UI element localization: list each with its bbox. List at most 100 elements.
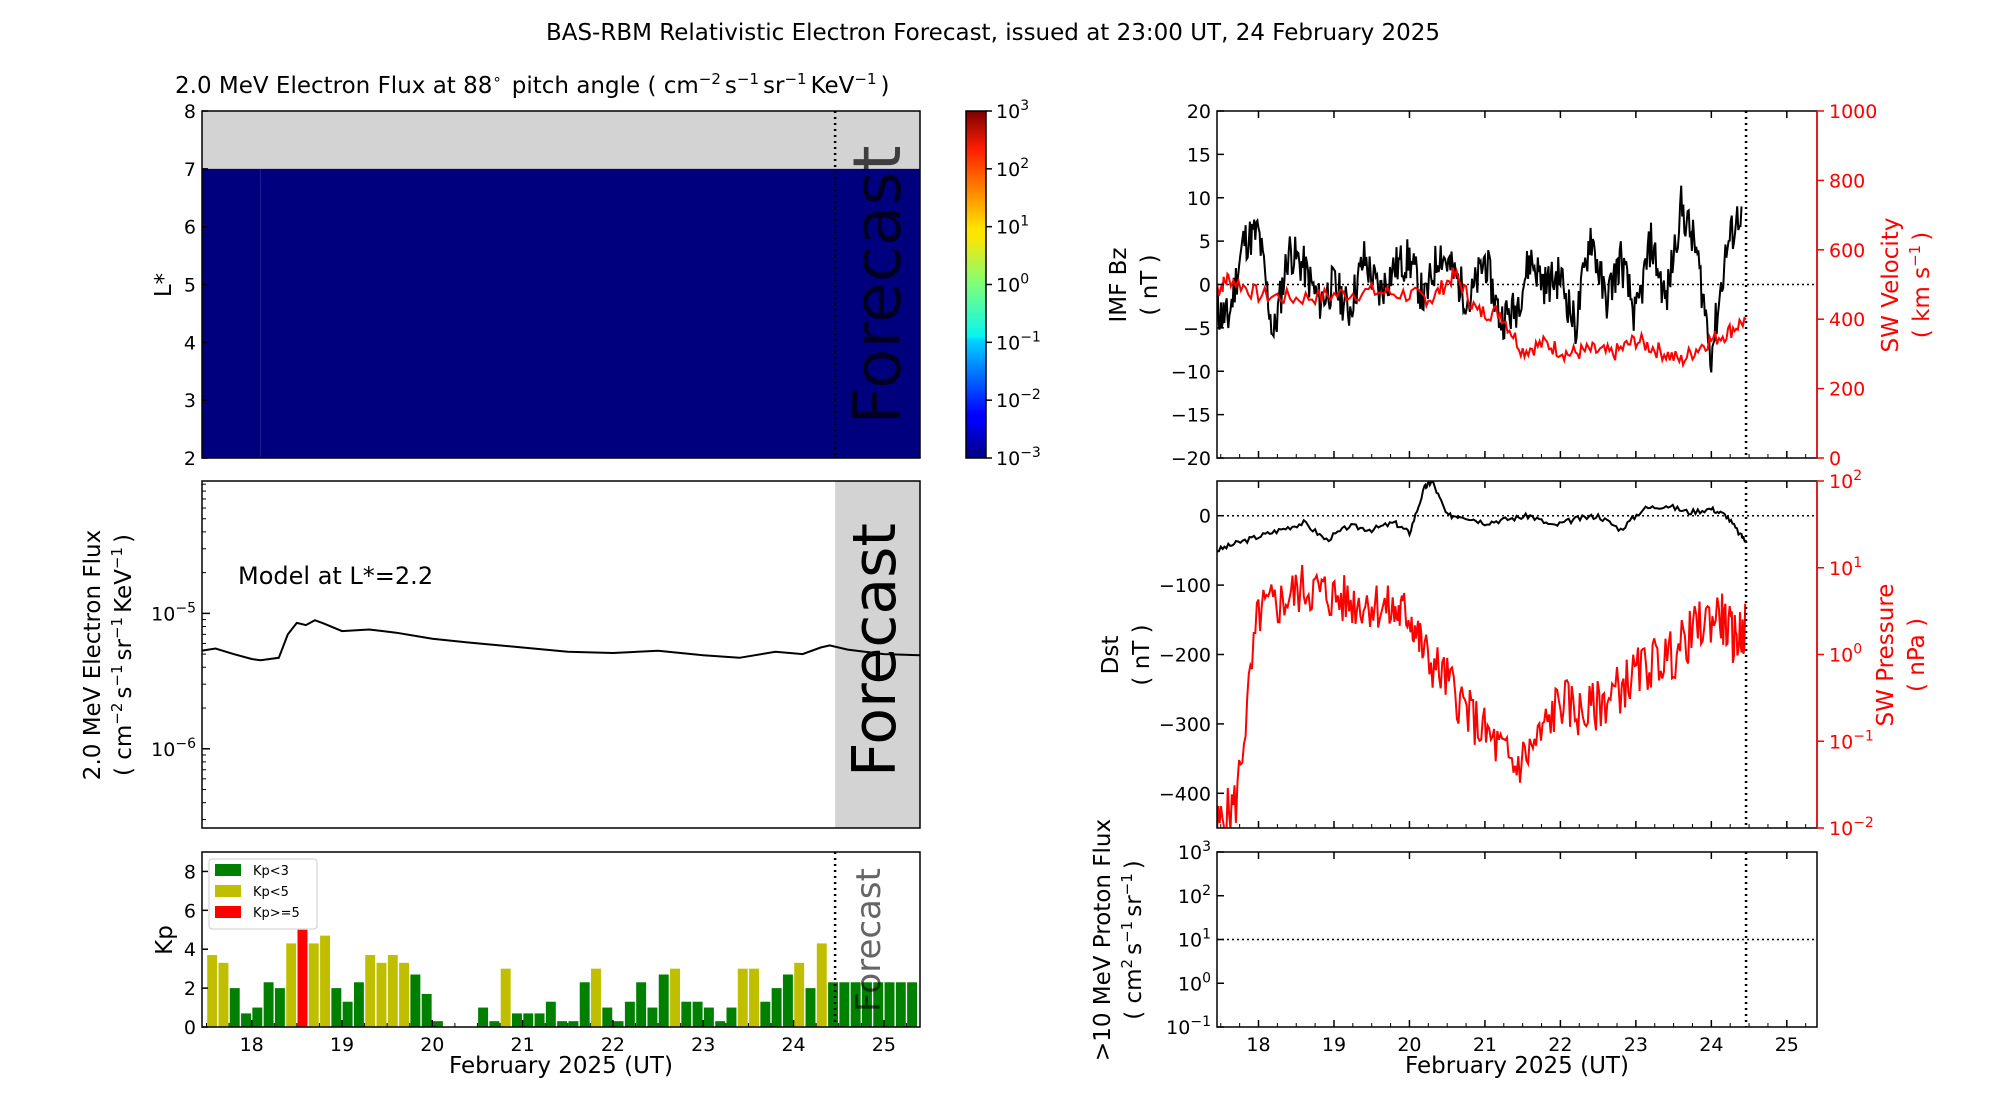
kp-frame — [201, 851, 921, 1028]
kp-bar — [568, 1021, 579, 1027]
flux-map-panel: 2.0 MeV Electron Flux at 88∘ pitch angle … — [151, 70, 1041, 470]
flux-map-forecast-label: Forecast — [839, 145, 916, 424]
x-tick-label: 22 — [601, 1034, 625, 1056]
kp-bar — [613, 1021, 624, 1027]
kp-bars — [207, 929, 918, 1027]
swv-ylabel-units: ( km s−1) — [1906, 232, 1935, 338]
eflux-frame — [201, 480, 921, 829]
swv-ytick-label: 400 — [1829, 309, 1865, 331]
kp-bar — [579, 982, 590, 1027]
kp-bar — [399, 962, 410, 1027]
kp-bar — [432, 1021, 443, 1027]
kp-bar — [512, 1013, 522, 1027]
kp-bar — [647, 1007, 658, 1027]
x-tick-label: 19 — [1322, 1034, 1346, 1056]
kp-bar — [421, 993, 432, 1027]
imf-ytick-label: −15 — [1171, 405, 1211, 427]
kp-bar — [703, 1007, 714, 1027]
x-tick-label: 18 — [240, 1034, 264, 1056]
dst-ylabel-units: ( nT ) — [1129, 624, 1155, 685]
sw-pressure-line — [1217, 564, 1747, 828]
x-tick-label: 21 — [511, 1034, 535, 1056]
x-tick-label: 24 — [1699, 1034, 1723, 1056]
dst-ytick-label: −300 — [1159, 714, 1211, 736]
kp-bar — [873, 982, 884, 1027]
proton-xlabel: February 2025 (UT) — [1405, 1053, 1629, 1079]
colorbar-tick-label: 102 — [996, 156, 1029, 181]
kp-bar — [884, 982, 895, 1027]
kp-bar — [681, 1001, 692, 1027]
figure-title: BAS-RBM Relativistic Electron Forecast, … — [546, 20, 1440, 46]
kp-bar — [387, 955, 398, 1027]
kp-x-axis: 18 19 20 21 22 23 24 25 — [206, 1020, 907, 1056]
psw-ytick-label: 10−1 — [1829, 728, 1874, 753]
kp-bar — [365, 955, 376, 1027]
dst-ytick-label: 0 — [1199, 506, 1211, 528]
kp-xlabel: February 2025 (UT) — [449, 1053, 673, 1079]
imf-bz-line — [1217, 185, 1743, 373]
kp-bar — [286, 943, 297, 1027]
eflux-ytick-label: 10−6 — [151, 736, 196, 761]
kp-bar — [545, 1001, 556, 1027]
kp-bar — [715, 1021, 726, 1027]
imf-ytick-label: 10 — [1187, 188, 1211, 210]
kp-bar — [636, 982, 647, 1027]
kp-bar — [376, 962, 387, 1027]
flux-map-ylabel: L* — [151, 273, 177, 297]
kp-ytick-label: 4 — [184, 939, 196, 961]
kp-legend-swatch-high — [215, 906, 241, 918]
kp-bar — [895, 982, 906, 1027]
kp-bar — [263, 982, 274, 1027]
kp-bar — [794, 962, 805, 1027]
proton-ylabel: >10 MeV Proton Flux — [1090, 819, 1116, 1061]
flux-map-y-axis: 2 3 4 5 6 7 8 — [184, 101, 208, 470]
kp-bar — [308, 943, 319, 1027]
flux-map-ytick-label: 4 — [184, 332, 196, 354]
imf-x-ticks — [1220, 111, 1807, 458]
flux-after-event — [260, 168, 920, 458]
x-tick-label: 22 — [1548, 1034, 1572, 1056]
swv-ytick-label: 1000 — [1829, 101, 1877, 123]
x-tick-label: 23 — [1624, 1034, 1648, 1056]
imf-ylabel-units: ( nT ) — [1137, 254, 1163, 315]
kp-legend-swatch-low — [215, 864, 241, 876]
flux-before-event — [202, 168, 261, 458]
x-tick-label: 24 — [781, 1034, 805, 1056]
kp-ytick-label: 0 — [184, 1017, 196, 1039]
kp-bar — [252, 1007, 263, 1027]
kp-bar — [624, 1001, 635, 1027]
colorbar-ticks: 10−3 10−2 10−1 100 101 102 103 — [986, 98, 1041, 470]
flux-map-ytick-label: 3 — [184, 390, 196, 412]
x-tick-label: 21 — [1473, 1034, 1497, 1056]
kp-ytick-label: 2 — [184, 978, 196, 1000]
proton-ylabel-units: ( cm2s−1sr−1) — [1118, 860, 1147, 1020]
proton-panel: 10−1 100 101 102 103 18 19 20 21 22 23 24 25 >10 Me… — [1090, 819, 1818, 1079]
imf-ytick-label: 20 — [1187, 101, 1211, 123]
kp-legend-mid: Kp<5 — [253, 885, 289, 900]
eflux-annotation: Model at L*=2.2 — [238, 562, 433, 590]
kp-forecast-label: Forecast — [849, 868, 889, 1012]
kp-ytick-label: 8 — [184, 861, 196, 883]
psw-ytick-label: 100 — [1829, 642, 1862, 667]
kp-bar — [353, 982, 364, 1027]
colorbar-tick-label: 100 — [996, 272, 1029, 297]
x-tick-label: 20 — [1397, 1034, 1421, 1056]
flux-map-ytick-label: 7 — [184, 159, 196, 181]
kp-bar — [523, 1013, 534, 1027]
kp-bar — [218, 962, 229, 1027]
kp-bar — [850, 982, 861, 1027]
swv-ylabel: SW Velocity — [1878, 218, 1904, 353]
psw-ytick-label: 101 — [1829, 555, 1862, 580]
kp-bar — [737, 968, 748, 1027]
dst-x-ticks — [1220, 481, 1807, 828]
x-tick-label: 25 — [872, 1034, 896, 1056]
kp-legend-high: Kp>=5 — [253, 906, 300, 921]
psw-ytick-label: 10−2 — [1829, 815, 1874, 840]
kp-bar — [241, 1013, 251, 1027]
dst-y-axis-right: 10−2 10−1 100 101 102 — [1816, 468, 1874, 840]
imf-panel: 20 15 10 5 0 −5 −10 −15 −20 0 200 400 600 800 1000 IM… — [1106, 101, 1935, 470]
colorbar-tick-label: 10−1 — [996, 329, 1041, 354]
kp-bar — [839, 982, 850, 1027]
